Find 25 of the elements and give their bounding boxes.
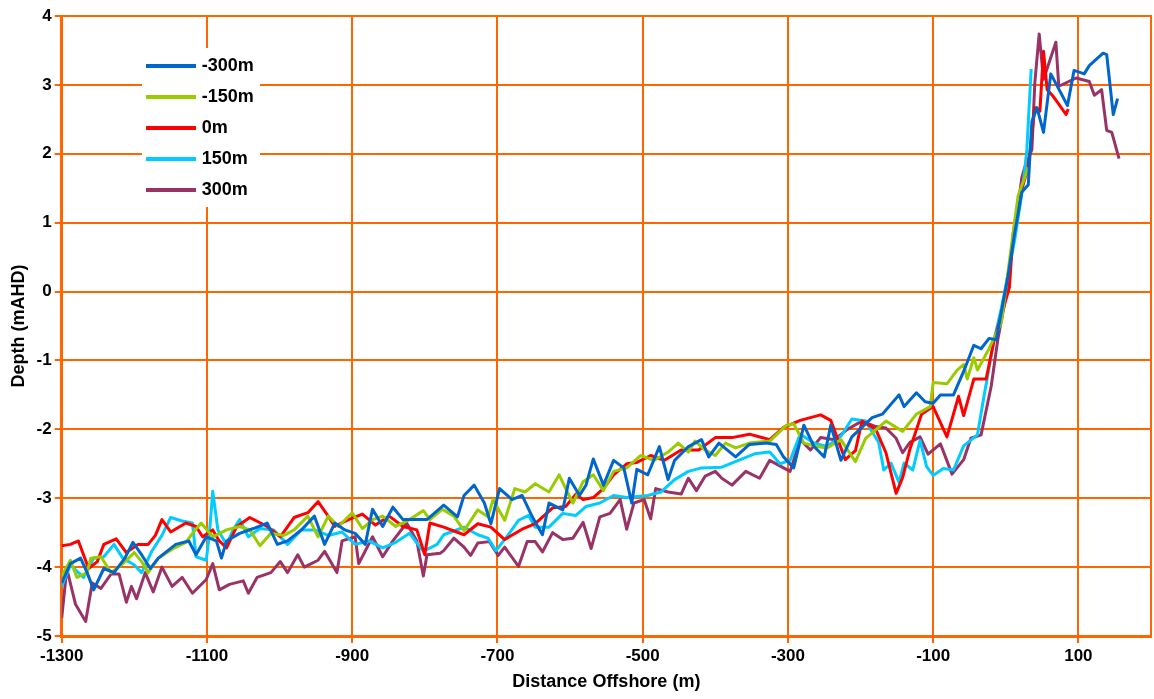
x-tick-label: -100 <box>916 645 951 665</box>
y-tick-label: -2 <box>36 419 52 439</box>
x-tick-label: -500 <box>625 645 660 665</box>
y-tick-label: -5 <box>36 625 52 645</box>
y-tick-label: 1 <box>42 212 52 232</box>
y-tick-label: 3 <box>42 74 52 94</box>
x-tick-label: -700 <box>480 645 515 665</box>
y-tick-label: -3 <box>36 487 52 507</box>
legend-label: 300m <box>201 179 248 200</box>
x-tick-label: -1300 <box>39 645 84 665</box>
x-tick-label: 100 <box>1064 645 1093 665</box>
legend-label: 0m <box>201 117 228 138</box>
y-tick-label: 4 <box>42 5 53 25</box>
legend-label: -150m <box>201 86 254 107</box>
y-axis-title: Depth (mAHD) <box>7 264 28 388</box>
legend-label: -300m <box>201 55 254 76</box>
x-axis-title: Distance Offshore (m) <box>512 671 701 692</box>
x-tick-label: -300 <box>770 645 805 665</box>
y-tick-label: 2 <box>42 143 52 163</box>
y-tick-label: -1 <box>36 350 52 370</box>
x-tick-label: -1100 <box>185 645 229 665</box>
y-tick-label: -4 <box>36 556 53 576</box>
x-tick-label: -900 <box>335 645 370 665</box>
legend-label: 150m <box>201 148 248 169</box>
y-tick-label: 0 <box>42 281 52 301</box>
